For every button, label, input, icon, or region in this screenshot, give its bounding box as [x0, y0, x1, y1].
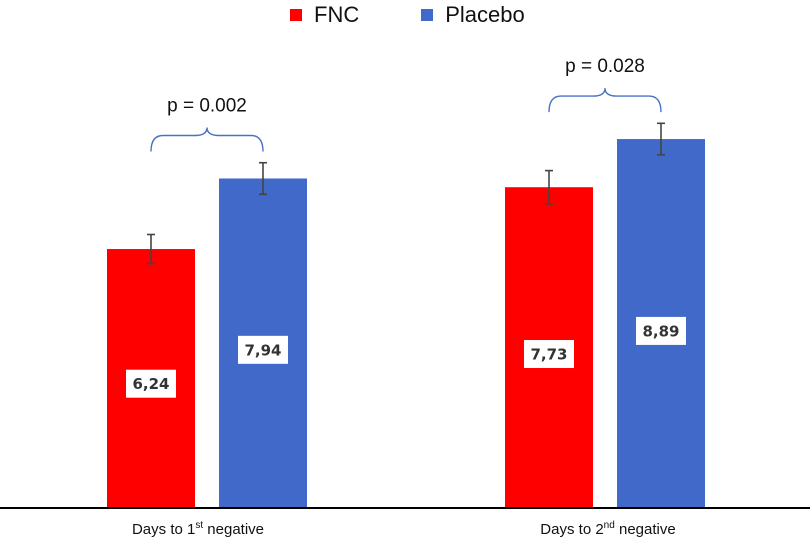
legend-label-fnc: FNC [314, 2, 360, 27]
category-label-2: Days to 2nd negative [540, 520, 676, 538]
data-label-fnc-2: 7,73 [530, 346, 567, 364]
p-value-label-2: p = 0.028 [565, 56, 645, 77]
data-label-placebo-2: 8,89 [642, 322, 679, 340]
legend-swatch-placebo [421, 9, 434, 21]
significance-bracket-1 [150, 127, 264, 152]
legend-swatch-fnc [290, 9, 302, 21]
legend: FNC Placebo [290, 2, 525, 28]
data-label-box-placebo-1 [238, 335, 288, 364]
category-label-1: Days to 1st negative [131, 520, 265, 538]
data-label-box-fnc-2 [524, 340, 574, 369]
data-label-box-fnc-1 [126, 369, 176, 398]
legend-label-placebo: Placebo [445, 2, 525, 27]
data-label-placebo-1: 7,94 [244, 341, 281, 359]
data-label-box-placebo-2 [636, 316, 686, 345]
p-value-label-1: p = 0.002 [167, 95, 247, 116]
data-label-fnc-1: 6,24 [132, 375, 169, 393]
legend-item-fnc: FNC [290, 2, 359, 28]
significance-bracket-2 [548, 88, 662, 113]
legend-item-placebo: Placebo [421, 2, 525, 28]
